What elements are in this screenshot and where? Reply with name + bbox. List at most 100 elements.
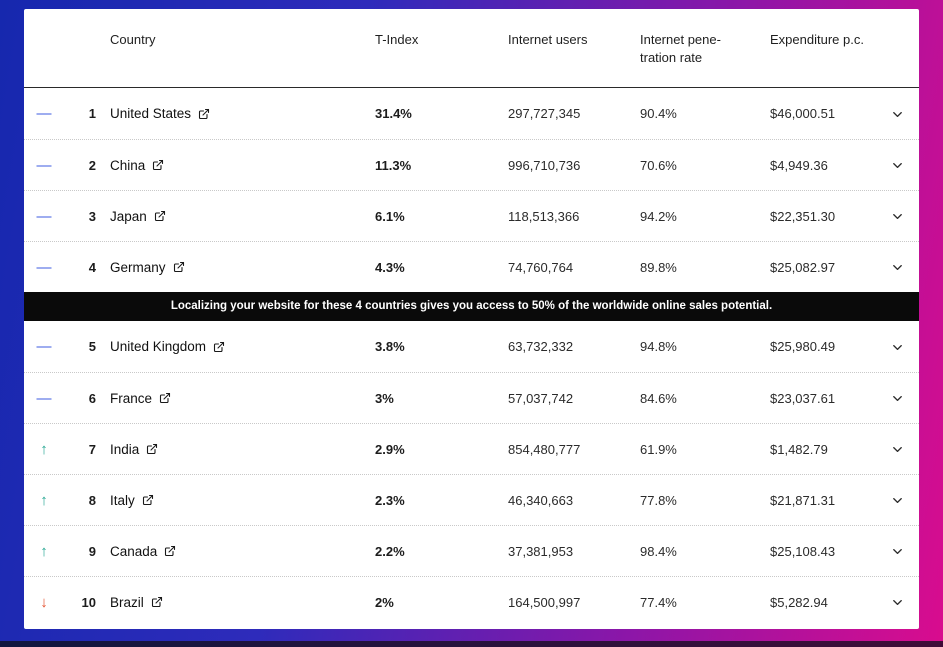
country-name: United Kingdom xyxy=(110,339,207,354)
chevron-down-icon[interactable] xyxy=(875,208,919,224)
table-row: — 1 United States 31.4% 297,727,345 90.4… xyxy=(24,88,919,139)
rank-number: 6 xyxy=(88,390,96,406)
t-index-value: 2.3% xyxy=(375,492,405,508)
penetration-rate-value: 84.6% xyxy=(640,390,677,406)
external-link-icon[interactable] xyxy=(164,545,176,557)
t-index-value: 2.9% xyxy=(375,441,405,457)
chevron-down-icon[interactable] xyxy=(875,390,919,406)
table-row: — 5 United Kingdom 3.8% 63,732,332 94.8%… xyxy=(24,321,919,372)
country-cell: Brazil xyxy=(100,595,375,610)
internet-users-value: 37,381,953 xyxy=(508,543,574,559)
column-header-expenditure: Expenditure p.c. xyxy=(770,32,864,47)
column-header-country: Country xyxy=(110,32,156,47)
column-header-penetration-rate: Internet pene-tration rate xyxy=(640,32,721,65)
trend-icon: ↑ xyxy=(40,491,48,509)
country-name: Canada xyxy=(110,543,158,559)
internet-users-value: 118,513,366 xyxy=(508,208,580,224)
internet-users-value: 46,340,663 xyxy=(508,492,574,508)
country-name: China xyxy=(110,157,146,173)
country-name: India xyxy=(110,441,140,457)
expenditure-value: $22,351.30 xyxy=(770,208,836,224)
internet-users-value: 996,710,736 xyxy=(508,157,581,173)
table-body: — 1 United States 31.4% 297,727,345 90.4… xyxy=(24,88,919,627)
expenditure-value: $1,482.79 xyxy=(770,441,828,457)
rank-number: 7 xyxy=(88,441,96,457)
country-cell: Canada xyxy=(100,544,375,559)
table-row: — 4 Germany 4.3% 74,760,764 89.8% $25,08… xyxy=(24,241,919,292)
penetration-rate-value: 89.8% xyxy=(640,259,677,275)
internet-users-value: 854,480,777 xyxy=(508,441,581,457)
country-name: Brazil xyxy=(110,594,144,610)
country-name: Japan xyxy=(110,208,147,224)
internet-users-value: 74,760,764 xyxy=(508,259,574,275)
column-header-t-index: T-Index xyxy=(375,32,419,47)
table-row: — 6 France 3% 57,037,742 84.6% $23,037.6… xyxy=(24,372,919,423)
penetration-rate-value: 70.6% xyxy=(640,157,677,173)
country-name: Italy xyxy=(110,492,135,508)
rank-number: 8 xyxy=(88,492,96,508)
trend-icon: — xyxy=(36,207,52,225)
table-row: ↑ 9 Canada 2.2% 37,381,953 98.4% $25,108… xyxy=(24,525,919,576)
chevron-down-icon[interactable] xyxy=(875,338,919,354)
table-header: Country T-Index Internet users Internet … xyxy=(24,9,919,88)
t-index-value: 31.4% xyxy=(375,106,412,121)
country-name: Germany xyxy=(110,259,166,275)
t-index-table: Country T-Index Internet users Internet … xyxy=(24,9,919,629)
trend-icon: ↓ xyxy=(40,593,48,611)
trend-icon: ↑ xyxy=(40,542,48,560)
expenditure-value: $25,082.97 xyxy=(770,259,836,275)
country-cell: Germany xyxy=(100,260,375,275)
chevron-down-icon[interactable] xyxy=(875,157,919,173)
table-row: ↑ 8 Italy 2.3% 46,340,663 77.8% $21,871.… xyxy=(24,474,919,525)
expenditure-value: $21,871.31 xyxy=(770,492,836,508)
external-link-icon[interactable] xyxy=(151,596,163,608)
country-cell: France xyxy=(100,391,375,406)
penetration-rate-value: 94.2% xyxy=(640,208,677,224)
internet-users-value: 164,500,997 xyxy=(508,594,581,610)
penetration-rate-value: 98.4% xyxy=(640,543,677,559)
chevron-down-icon[interactable] xyxy=(875,543,919,559)
t-index-value: 3.8% xyxy=(375,339,405,354)
trend-icon: — xyxy=(36,338,52,355)
country-name: France xyxy=(110,390,153,406)
penetration-rate-value: 61.9% xyxy=(640,441,677,457)
country-cell: United Kingdom xyxy=(100,339,375,354)
internet-users-value: 297,727,345 xyxy=(508,106,581,121)
chevron-down-icon[interactable] xyxy=(875,105,919,121)
external-link-icon[interactable] xyxy=(154,210,166,222)
external-link-icon[interactable] xyxy=(173,261,185,273)
external-link-icon[interactable] xyxy=(142,494,154,506)
t-index-value: 2.2% xyxy=(375,543,405,559)
internet-users-value: 57,037,742 xyxy=(508,390,574,406)
t-index-value: 6.1% xyxy=(375,208,405,224)
external-link-icon[interactable] xyxy=(159,392,171,404)
rank-number: 10 xyxy=(81,594,96,610)
chevron-down-icon[interactable] xyxy=(875,594,919,610)
external-link-icon[interactable] xyxy=(152,159,164,171)
promo-banner: Localizing your website for these 4 coun… xyxy=(24,292,919,321)
chevron-down-icon[interactable] xyxy=(875,259,919,275)
bottom-edge-strip xyxy=(0,641,943,647)
expenditure-value: $4,949.36 xyxy=(770,157,828,173)
rank-number: 9 xyxy=(88,543,96,559)
external-link-icon[interactable] xyxy=(213,341,225,353)
country-cell: China xyxy=(100,158,375,173)
chevron-down-icon[interactable] xyxy=(875,492,919,508)
trend-icon: — xyxy=(36,156,52,174)
chevron-down-icon[interactable] xyxy=(875,441,919,457)
country-cell: India xyxy=(100,442,375,457)
trend-icon: ↑ xyxy=(40,440,48,458)
expenditure-value: $5,282.94 xyxy=(770,594,828,610)
trend-icon: — xyxy=(36,258,52,276)
penetration-rate-value: 77.4% xyxy=(640,594,677,610)
column-header-internet-users: Internet users xyxy=(508,32,588,47)
table-row: ↑ 7 India 2.9% 854,480,777 61.9% $1,482.… xyxy=(24,423,919,474)
penetration-rate-value: 90.4% xyxy=(640,106,677,121)
trend-icon: — xyxy=(36,105,52,122)
t-index-value: 2% xyxy=(375,594,394,610)
external-link-icon[interactable] xyxy=(146,443,158,455)
t-index-value: 3% xyxy=(375,390,394,406)
external-link-icon[interactable] xyxy=(198,108,210,120)
expenditure-value: $25,980.49 xyxy=(770,339,836,354)
